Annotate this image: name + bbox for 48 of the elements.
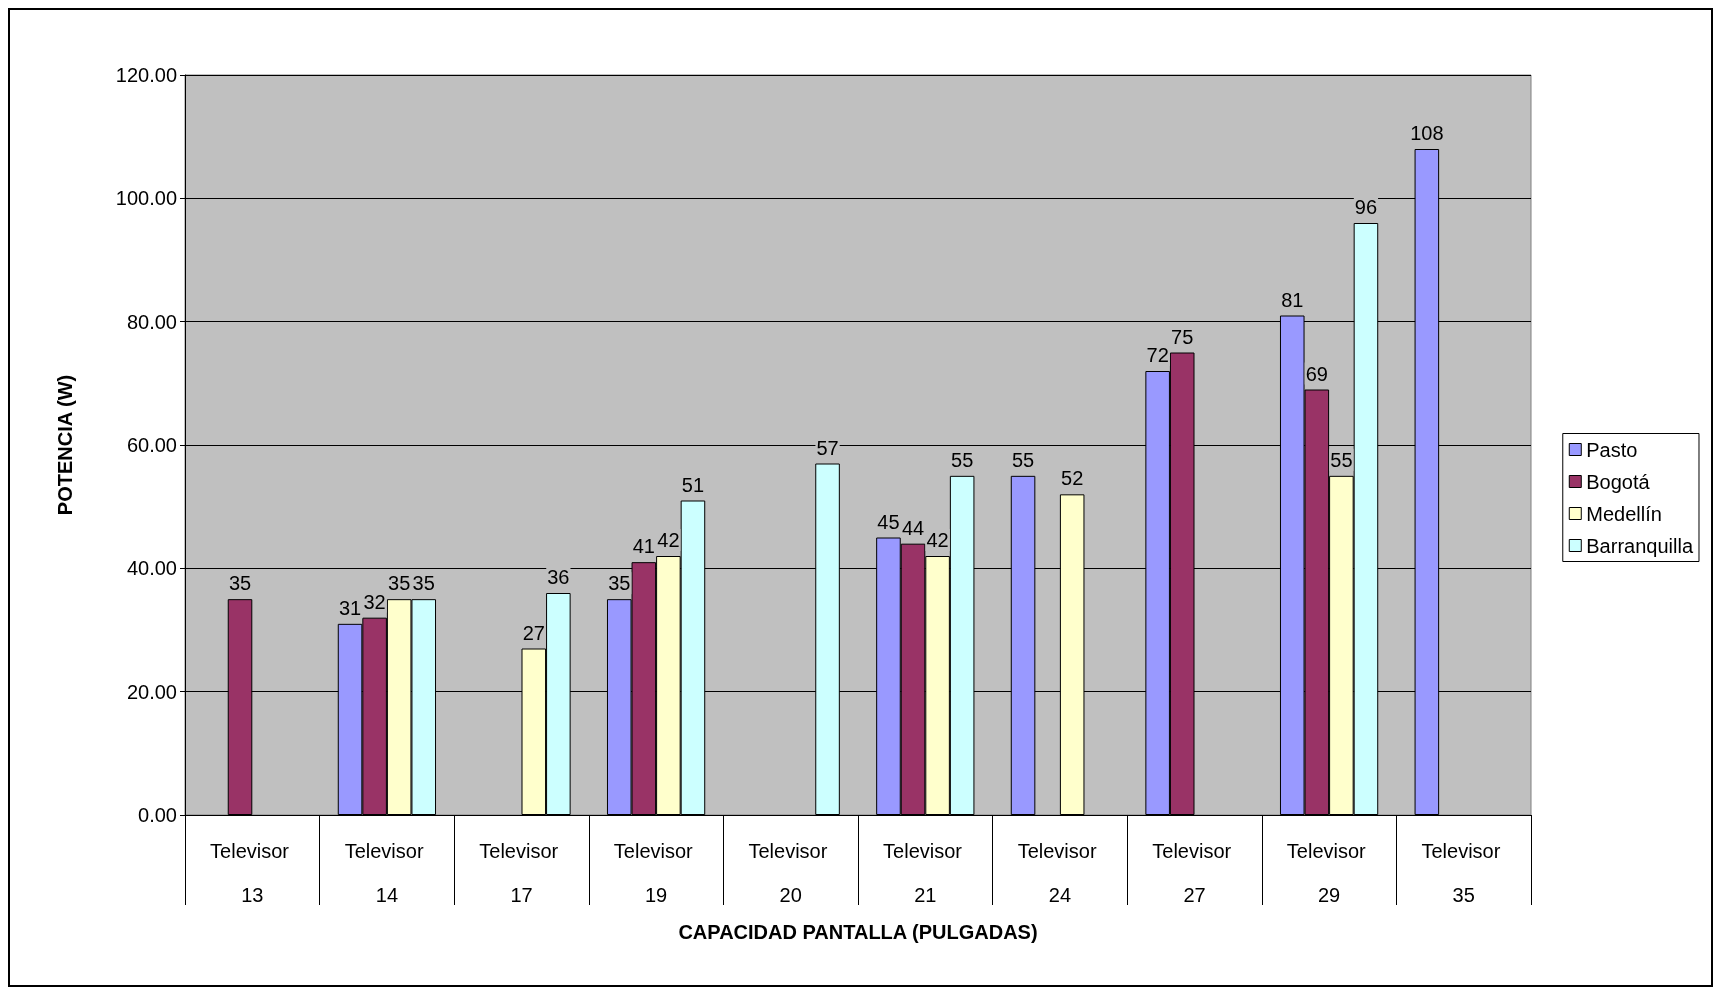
data-label: 75 <box>1171 325 1194 348</box>
data-label: 27 <box>522 621 545 644</box>
y-tick-label: 60.00 <box>126 434 177 456</box>
data-label: 55 <box>1011 448 1035 471</box>
x-tick-label: Televisor 14 <box>344 840 430 906</box>
data-label: 45 <box>877 510 900 533</box>
data-label: 69 <box>1305 362 1328 385</box>
y-tick-label: 40.00 <box>126 557 177 580</box>
data-label: 81 <box>1281 288 1304 311</box>
data-label: 44 <box>901 516 925 539</box>
y-tick-label: 80.00 <box>126 310 177 333</box>
y-axis-title: POTENCIA (W) <box>54 374 76 516</box>
data-label: 96 <box>1354 196 1378 218</box>
data-label: 36 <box>547 566 570 588</box>
legend-label: Medellín <box>1586 502 1662 525</box>
data-label: 35 <box>228 572 252 595</box>
data-label: 35 <box>608 572 631 595</box>
data-label: 55 <box>951 448 974 471</box>
x-tick-label: Televisor 29 <box>1286 840 1372 906</box>
data-label: 52 <box>1061 467 1084 490</box>
legend-label: Bogotá <box>1586 470 1651 493</box>
legend-label: Barranquilla <box>1586 534 1694 557</box>
y-tick-label: 0.00 <box>138 804 177 826</box>
x-tick-label: Televisor 21 <box>883 840 968 906</box>
x-tick-label: Televisor 13 <box>210 840 295 906</box>
x-tick-label: Televisor 35 <box>1421 840 1506 906</box>
data-label: 35 <box>412 572 435 595</box>
data-label: 108 <box>1410 122 1444 144</box>
data-label: 41 <box>632 535 655 558</box>
x-tick-label: Televisor 20 <box>748 840 833 906</box>
data-label: 32 <box>363 590 386 613</box>
x-axis-title: CAPACIDAD PANTALLA (PULGADAS) <box>678 920 1038 943</box>
y-tick-label: 20.00 <box>126 680 177 703</box>
data-label: 51 <box>681 473 705 496</box>
data-label: 35 <box>388 572 411 595</box>
y-tick-label: 100.00 <box>115 187 177 210</box>
data-label: 42 <box>657 529 680 551</box>
data-label: 57 <box>816 436 839 459</box>
y-tick-label: 120.00 <box>115 64 177 86</box>
data-label: 42 <box>926 529 949 551</box>
x-tick-label: Televisor 19 <box>613 840 699 906</box>
data-label: 72 <box>1146 344 1169 366</box>
x-tick-label: Televisor 27 <box>1152 840 1237 906</box>
x-tick-label: Televisor 17 <box>479 840 564 906</box>
data-label: 55 <box>1330 448 1353 471</box>
legend-label: Pasto <box>1586 438 1638 461</box>
x-tick-label: Televisor 24 <box>1017 840 1103 906</box>
data-label: 31 <box>338 596 362 619</box>
